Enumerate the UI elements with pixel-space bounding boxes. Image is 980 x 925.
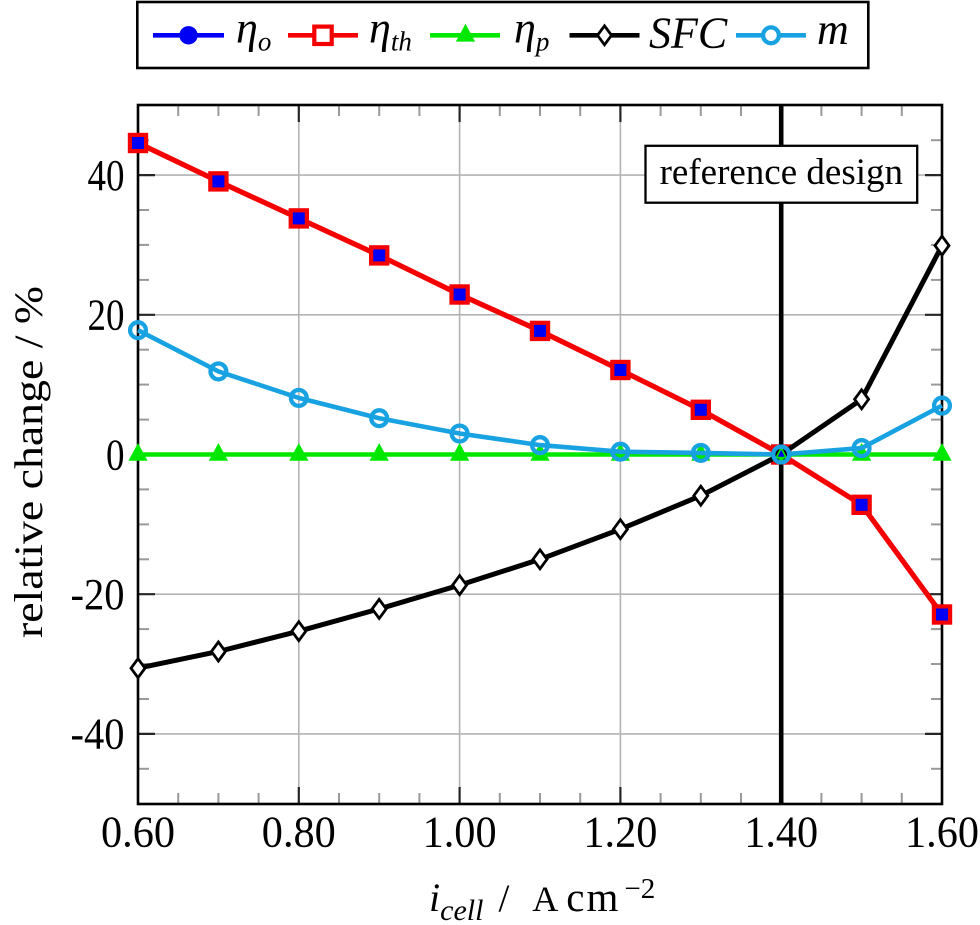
svg-text:20: 20 [88,291,125,340]
svg-text:-40: -40 [71,710,125,759]
svg-text:0.60: 0.60 [101,808,175,857]
svg-text:icell/Acm−2: icell / Acm −2 [429,873,655,925]
svg-text:1.40: 1.40 [744,808,818,857]
svg-text:0: 0 [106,430,125,479]
svg-text:relative change / %: relative change / % [6,286,51,638]
svg-text:-20: -20 [71,570,125,619]
svg-text:40: 40 [88,151,125,200]
svg-text:1.00: 1.00 [423,808,497,857]
svg-text:m: m [817,5,849,54]
svg-text:0.80: 0.80 [262,808,336,857]
svg-text:reference design: reference design [660,152,903,193]
svg-text:1.60: 1.60 [905,808,979,857]
svg-text:1.20: 1.20 [583,808,657,857]
svg-text:SFC: SFC [649,8,728,57]
